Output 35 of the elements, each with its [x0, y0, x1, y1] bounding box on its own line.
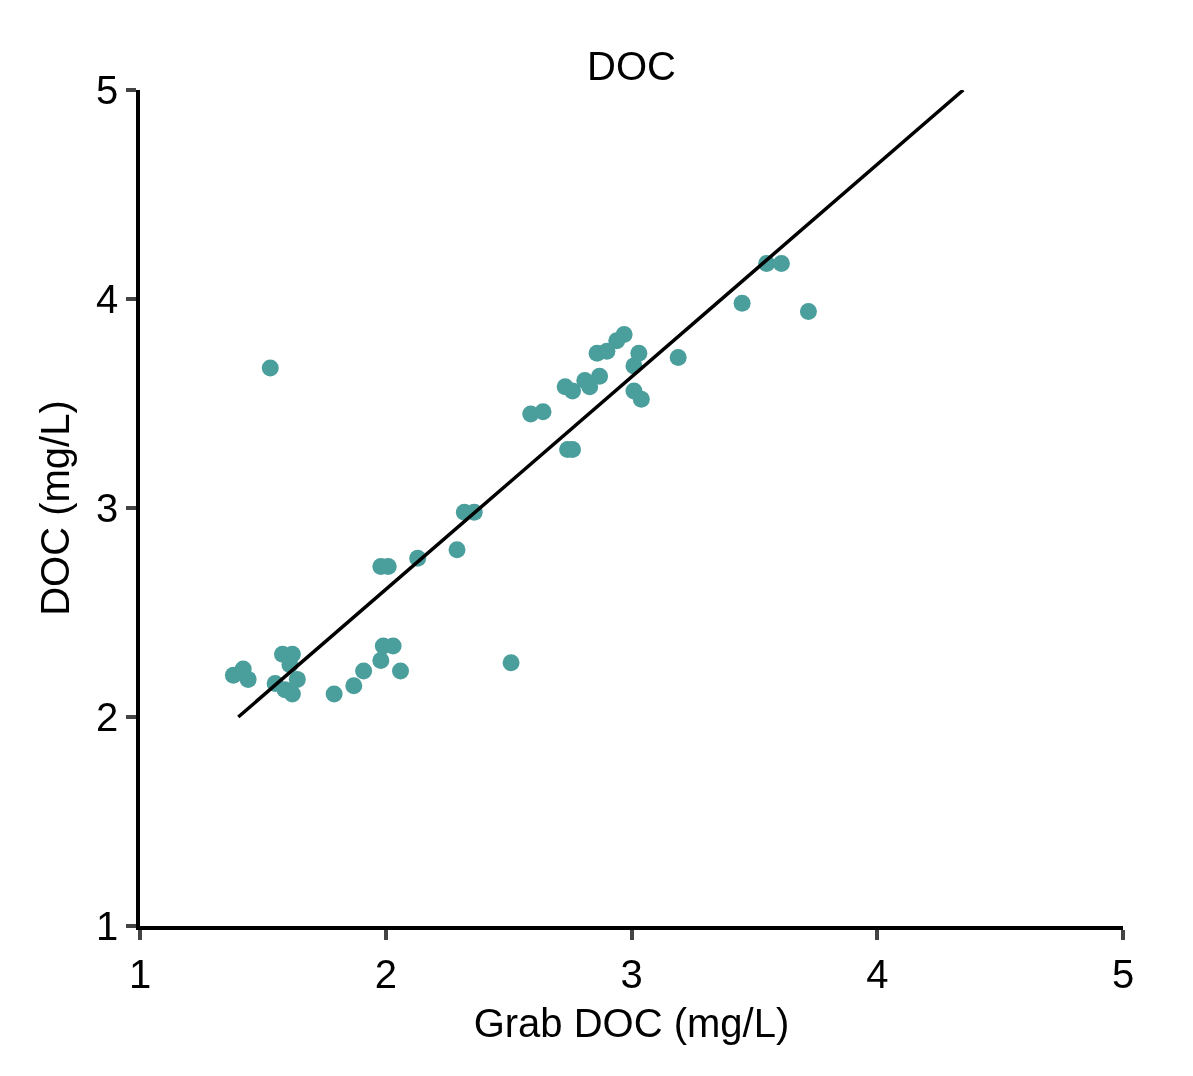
x-tick-label: 3: [620, 951, 643, 996]
point: [669, 349, 687, 367]
point: [564, 382, 582, 400]
point: [615, 326, 633, 344]
point: [733, 294, 751, 312]
y-tick-label: 3: [96, 486, 119, 530]
point: [372, 652, 390, 670]
chart-title: DOC: [587, 44, 676, 88]
point: [799, 303, 817, 321]
y-tick-label: 5: [96, 68, 119, 112]
x-tick-label: 4: [866, 951, 889, 996]
point: [448, 541, 466, 559]
y-tick-label: 4: [96, 277, 119, 321]
y-axis-title: DOC (mg/L): [33, 400, 77, 616]
y-tick-label: 2: [96, 695, 119, 739]
x-tick-label: 1: [128, 951, 152, 996]
point: [345, 677, 363, 695]
point: [598, 342, 616, 360]
point: [630, 344, 648, 362]
point: [392, 662, 409, 680]
point: [591, 367, 609, 385]
point: [632, 390, 650, 408]
x-tick-label: 5: [1111, 951, 1135, 996]
point: [261, 359, 279, 377]
point: [502, 654, 520, 672]
point: [534, 403, 552, 421]
point: [355, 662, 373, 680]
x-tick-label: 2: [374, 951, 397, 996]
y-tick-label: 1: [96, 904, 119, 948]
point: [772, 254, 790, 272]
point: [288, 670, 306, 688]
point: [283, 685, 301, 703]
x-axis-title: Grab DOC (mg/L): [473, 1000, 790, 1045]
point: [325, 685, 343, 703]
point: [239, 670, 257, 688]
